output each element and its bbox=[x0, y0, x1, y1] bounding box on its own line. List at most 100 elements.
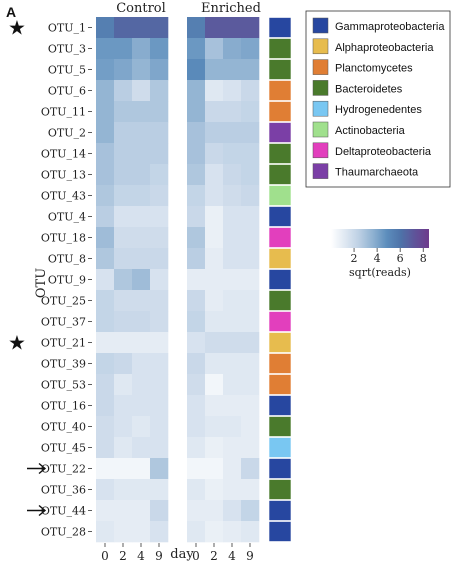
heatmap-cell bbox=[205, 458, 224, 480]
otu-label: OTU_39 bbox=[41, 358, 86, 371]
colorbar-tick-label: 4 bbox=[374, 252, 381, 265]
heatmap-cell bbox=[241, 521, 260, 543]
phylum-color-cell bbox=[268, 248, 292, 269]
heatmap-cell bbox=[205, 101, 224, 123]
x-tick-label: 0 bbox=[101, 549, 109, 563]
heatmap-cell bbox=[114, 353, 133, 375]
heatmap-cell bbox=[241, 332, 260, 354]
heatmap-cell bbox=[223, 332, 242, 354]
legend-label: Alphaproteobacteria bbox=[335, 42, 434, 54]
phylum-color-cell bbox=[268, 269, 292, 290]
otu-label: OTU_45 bbox=[41, 442, 86, 455]
heatmap-cell bbox=[132, 374, 151, 396]
heatmap-cell bbox=[187, 374, 206, 396]
heatmap-cell bbox=[150, 521, 169, 543]
arrow-head bbox=[38, 462, 47, 475]
phylum-color-cell bbox=[268, 353, 292, 374]
heatmap-cell bbox=[114, 38, 133, 60]
heatmap-cell bbox=[132, 80, 151, 102]
heatmap-cell bbox=[96, 374, 115, 396]
heatmap-cell bbox=[187, 500, 206, 522]
heatmap-cell bbox=[241, 269, 260, 291]
heatmap-cell bbox=[96, 479, 115, 501]
phylum-color-cell bbox=[268, 290, 292, 311]
heatmap-cell bbox=[132, 143, 151, 165]
heatmap-cell bbox=[205, 164, 224, 186]
otu-label: OTU_22 bbox=[41, 463, 86, 476]
heatmap-cell bbox=[114, 374, 133, 396]
heatmap-cell bbox=[114, 479, 133, 501]
heatmap-cell bbox=[150, 143, 169, 165]
heatmap-cell bbox=[96, 353, 115, 375]
heatmap-cell bbox=[132, 164, 151, 186]
heatmap-cell bbox=[241, 17, 260, 39]
row-markers: ★★ bbox=[8, 18, 47, 517]
legend-swatch bbox=[312, 59, 329, 75]
heatmap-cell bbox=[241, 458, 260, 480]
star-marker: ★ bbox=[8, 18, 26, 40]
heatmap-cell bbox=[205, 374, 224, 396]
heatmap-cell bbox=[114, 311, 133, 333]
heatmap-cell bbox=[114, 437, 133, 459]
otu-label: OTU_40 bbox=[41, 421, 86, 434]
colorbar-gradient bbox=[331, 229, 429, 248]
colorbar-tick-label: 2 bbox=[351, 252, 358, 265]
heatmap-cell bbox=[114, 500, 133, 522]
heatmap-cell bbox=[205, 332, 224, 354]
heatmap-cell bbox=[114, 17, 133, 39]
heatmap-cell bbox=[132, 101, 151, 123]
heatmap-cell bbox=[114, 269, 133, 291]
heatmap-cell bbox=[205, 185, 224, 207]
otu-label: OTU_3 bbox=[48, 43, 86, 56]
heatmap-cell bbox=[241, 374, 260, 396]
y-axis-title: OTU bbox=[34, 268, 49, 298]
heatmap-cell bbox=[223, 17, 242, 39]
heatmap-cell bbox=[187, 101, 206, 123]
phylum-color-cell bbox=[268, 332, 292, 353]
heatmap-cell bbox=[150, 122, 169, 144]
heatmap-cell bbox=[223, 143, 242, 165]
heatmap-cell bbox=[150, 248, 169, 270]
heatmap-cell bbox=[132, 269, 151, 291]
heatmap-cell bbox=[241, 38, 260, 60]
heatmap-cell bbox=[150, 437, 169, 459]
heatmap-cell bbox=[96, 80, 115, 102]
x-tick-label: 2 bbox=[119, 549, 127, 563]
legend-label: Hydrogenedentes bbox=[335, 104, 422, 116]
otu-label: OTU_18 bbox=[41, 232, 86, 245]
heatmap-cell bbox=[187, 206, 206, 228]
heatmap-cell bbox=[132, 206, 151, 228]
heatmap-cell bbox=[241, 185, 260, 207]
heatmap-cell bbox=[96, 17, 115, 39]
heatmap-cell bbox=[187, 437, 206, 459]
heatmap-cell bbox=[132, 437, 151, 459]
legend-label: Gammaproteobacteria bbox=[335, 21, 445, 33]
heatmap-cell bbox=[132, 38, 151, 60]
heatmap-cell bbox=[205, 59, 224, 81]
heatmap-cell bbox=[114, 59, 133, 81]
phylum-color-cell bbox=[268, 395, 292, 416]
otu-label: OTU_28 bbox=[41, 526, 86, 539]
heatmap-cell bbox=[114, 395, 133, 417]
heatmap-cell bbox=[241, 164, 260, 186]
heatmap-cell bbox=[223, 374, 242, 396]
heatmap-cell bbox=[187, 521, 206, 543]
heatmap-cell bbox=[132, 521, 151, 543]
heatmap-cell bbox=[187, 458, 206, 480]
legend-swatch bbox=[312, 121, 329, 138]
heatmap-cell bbox=[96, 185, 115, 207]
heatmap-cell bbox=[132, 416, 151, 438]
heatmap-cell bbox=[187, 164, 206, 186]
x-tick-label: 4 bbox=[228, 549, 236, 563]
heatmap-cell bbox=[187, 332, 206, 354]
heatmap-cell bbox=[223, 395, 242, 417]
heatmap-cell bbox=[150, 59, 169, 81]
legend-swatch bbox=[312, 17, 329, 34]
phylum-color-cell bbox=[268, 122, 292, 143]
heatmap-cell bbox=[132, 17, 151, 39]
phylum-legend: Gammaproteobacteria Alphaproteobacteria Pl… bbox=[305, 10, 451, 188]
colorbar: sqrt(reads) 2 4 6 8 bbox=[331, 229, 429, 279]
otu-label: OTU_4 bbox=[48, 211, 86, 224]
phylum-color-cell bbox=[268, 59, 292, 80]
